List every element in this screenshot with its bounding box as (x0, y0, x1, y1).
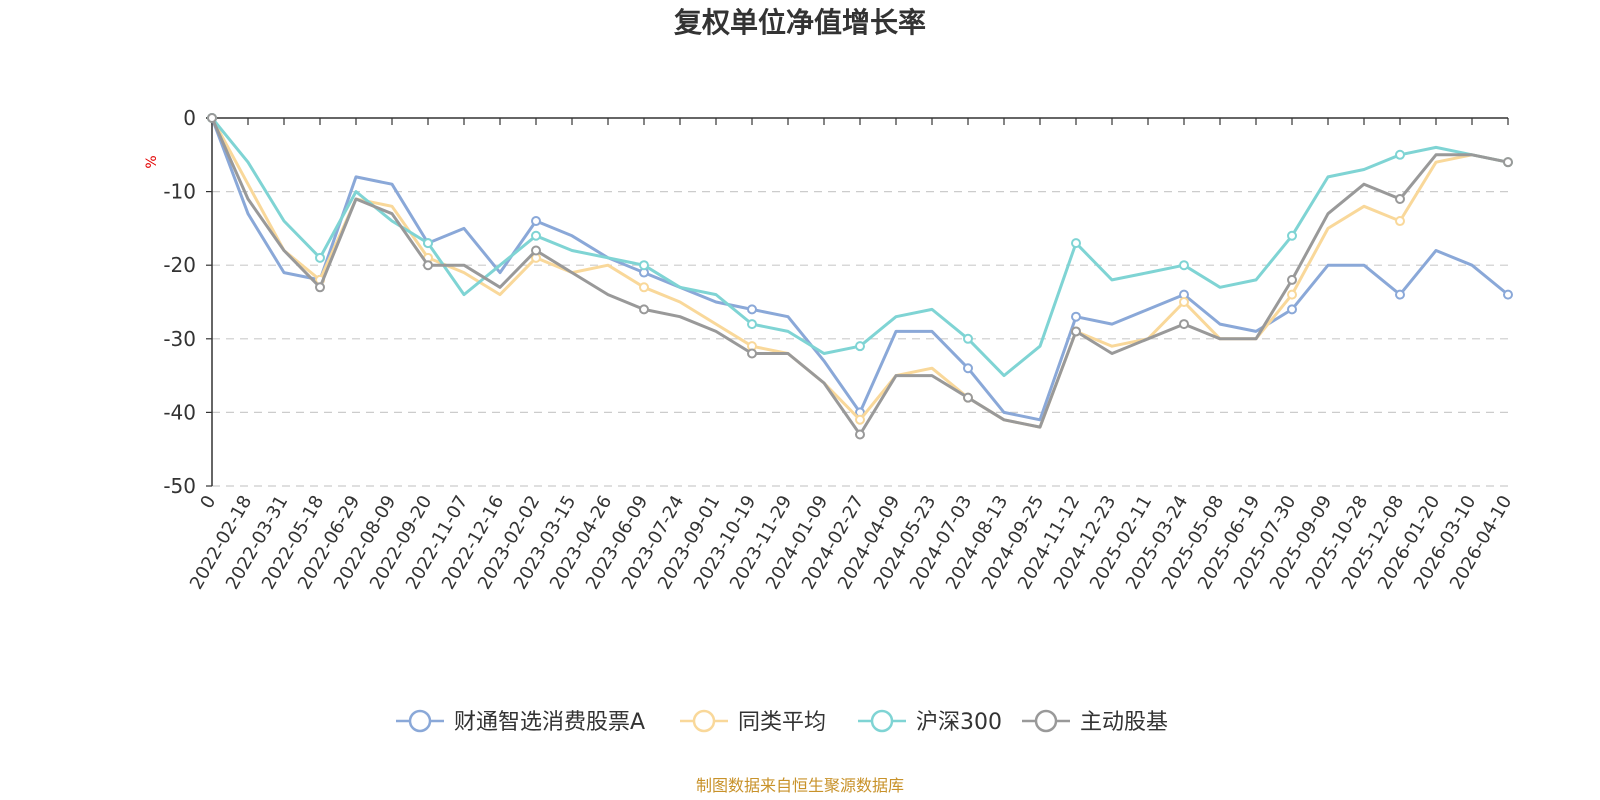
legend-label: 同类平均 (738, 710, 826, 735)
y-tick-label: -50 (163, 474, 196, 498)
legend-marker-icon (408, 709, 432, 733)
legend-item-0[interactable]: 财通智选消费股票A (396, 709, 645, 735)
data-point (531, 245, 541, 256)
data-point (1071, 326, 1081, 337)
data-point (747, 304, 757, 315)
data-point (963, 392, 973, 403)
axes (206, 117, 1508, 486)
data-point (1503, 289, 1513, 300)
data-point (1287, 289, 1297, 300)
data-point (1179, 260, 1189, 271)
data-point (1503, 157, 1513, 168)
series-lines (207, 113, 1513, 440)
data-point (1395, 289, 1405, 300)
data-point (1287, 304, 1297, 315)
data-point (1395, 216, 1405, 227)
data-point (531, 216, 541, 227)
y-tick-label: -20 (163, 253, 196, 277)
chart-title: 复权单位净值增长率 (674, 6, 926, 39)
series-line-1 (210, 117, 1509, 429)
legend-marker-icon (1034, 709, 1058, 733)
data-point (747, 319, 757, 330)
y-tick-label: 0 (183, 106, 196, 130)
data-point (855, 341, 865, 352)
y-tick-label: -30 (163, 327, 196, 351)
series-line-3 (210, 117, 1509, 436)
series-line-0 (210, 117, 1509, 422)
legend-item-3[interactable]: 主动股基 (1022, 709, 1168, 735)
data-point (1071, 238, 1081, 249)
data-point (1179, 297, 1189, 307)
data-point (855, 429, 865, 440)
data-point (531, 230, 541, 241)
data-point (1287, 274, 1297, 285)
data-point (207, 113, 217, 123)
data-point (1071, 311, 1081, 322)
y-tick-label: -40 (163, 400, 196, 424)
data-point (963, 333, 973, 344)
series-line-2 (210, 117, 1509, 378)
legend-marker-icon (692, 709, 716, 733)
data-point (639, 304, 649, 315)
data-point (423, 260, 433, 271)
legend-marker-icon (870, 709, 894, 733)
x-tick-label: 0 (196, 492, 220, 512)
x-tick-labels: 02022-02-182022-03-312022-05-182022-06-2… (186, 118, 1516, 593)
legend-label: 沪深300 (916, 710, 1002, 735)
data-point (855, 414, 865, 425)
data-point (1395, 193, 1405, 204)
y-tick-labels: 0 -10 -20 -30 -40 -50 (163, 106, 212, 498)
data-point (315, 282, 325, 293)
legend-label: 财通智选消费股票A (454, 710, 645, 735)
data-point (1179, 319, 1189, 330)
legend[interactable]: 财通智选消费股票A 同类平均 沪深300 主动股基 (396, 709, 1168, 735)
data-point (639, 282, 649, 293)
data-point (747, 348, 757, 359)
data-point (1395, 149, 1405, 160)
legend-item-2[interactable]: 沪深300 (858, 709, 1002, 735)
legend-item-1[interactable]: 同类平均 (680, 709, 826, 735)
y-tick-label: -10 (163, 180, 196, 204)
data-point (1287, 230, 1297, 241)
data-source-footer: 制图数据来自恒生聚源数据库 (696, 776, 904, 795)
legend-label: 主动股基 (1080, 710, 1168, 735)
data-point (315, 252, 325, 263)
data-point (963, 363, 973, 374)
data-point (639, 260, 649, 271)
y-axis-unit: % (144, 155, 160, 168)
data-point (423, 238, 433, 249)
